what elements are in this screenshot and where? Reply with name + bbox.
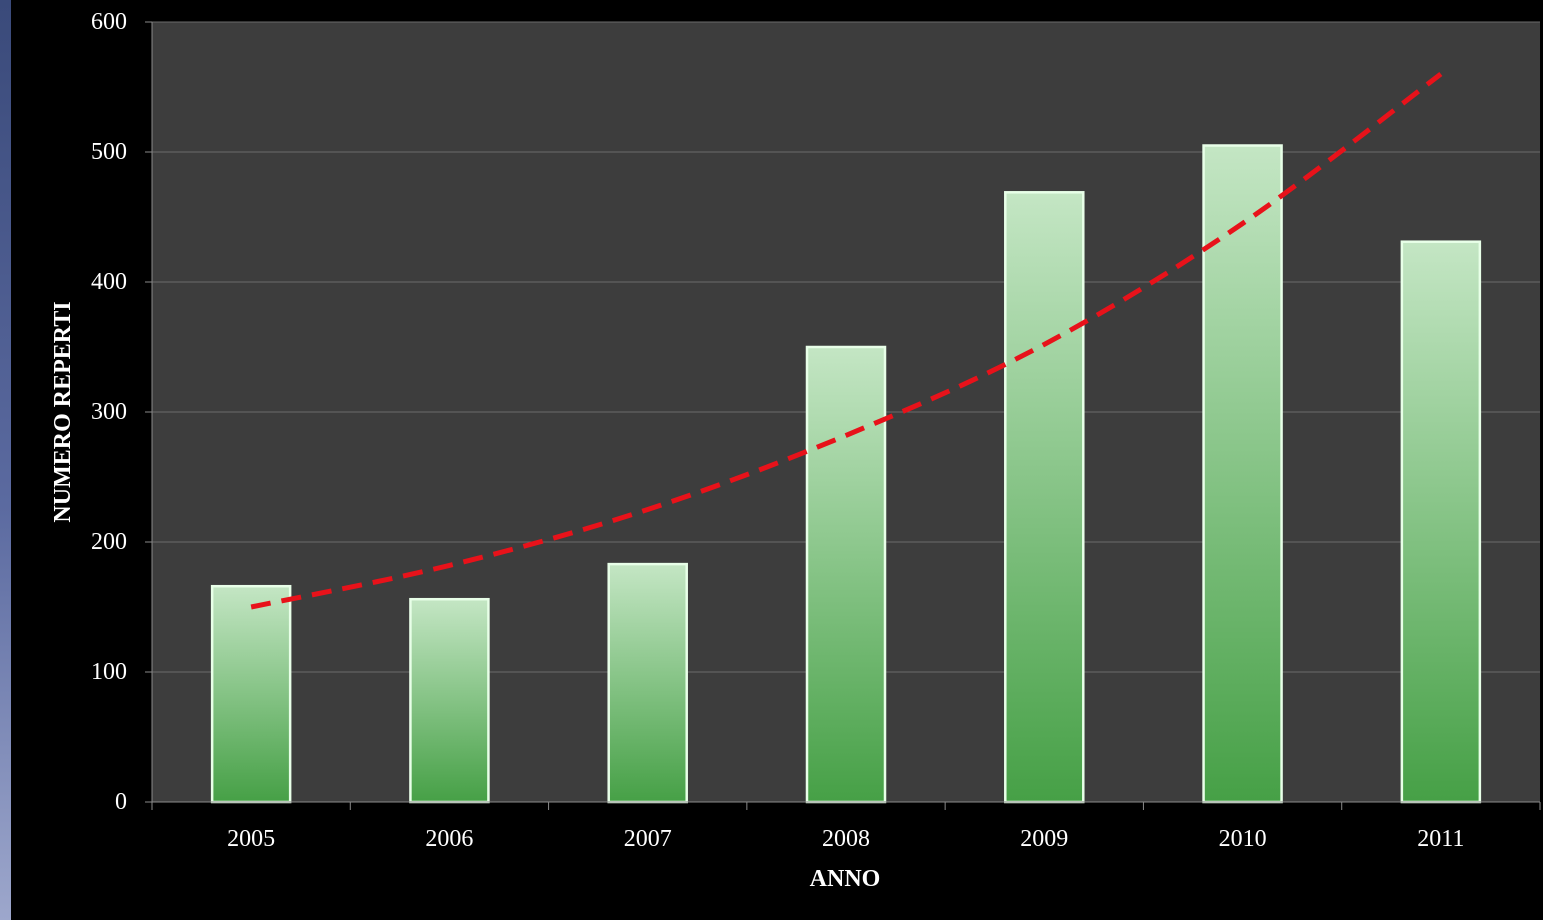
y-axis-title: NUMERO REPERTI <box>50 301 76 522</box>
x-tick-label: 2007 <box>624 826 672 852</box>
bar <box>1400 240 1482 804</box>
y-tick-label: 100 <box>91 659 127 685</box>
x-tick-label: 2006 <box>425 826 473 852</box>
bar <box>409 597 490 804</box>
x-tick-label: 2005 <box>227 826 275 852</box>
x-axis-title: ANNO <box>810 866 881 892</box>
bar <box>1202 144 1283 804</box>
x-tick-label: 2008 <box>822 826 870 852</box>
x-tick-label: 2009 <box>1020 826 1068 852</box>
trendline <box>250 72 1443 610</box>
y-tick-label: 300 <box>91 399 127 425</box>
bar <box>210 584 292 804</box>
bar <box>607 562 688 804</box>
y-tick-label: 200 <box>91 529 127 555</box>
bar <box>805 345 887 804</box>
y-tick-label: 500 <box>91 139 127 165</box>
trendline-layer <box>250 72 1443 610</box>
slide-edge-decoration <box>0 0 11 920</box>
axes <box>145 21 1541 810</box>
x-tick-label: 2010 <box>1219 826 1267 852</box>
bar <box>1004 191 1085 804</box>
y-tick-label: 0 <box>115 789 127 815</box>
x-tick-label: 2011 <box>1417 826 1464 852</box>
y-tick-label: 600 <box>91 9 127 35</box>
bars <box>210 144 1482 804</box>
tick-labels: 0 100 200 300 400 500 600 2005 2006 2007 2008 2009 2… <box>91 9 1464 852</box>
y-tick-label: 400 <box>91 269 127 295</box>
